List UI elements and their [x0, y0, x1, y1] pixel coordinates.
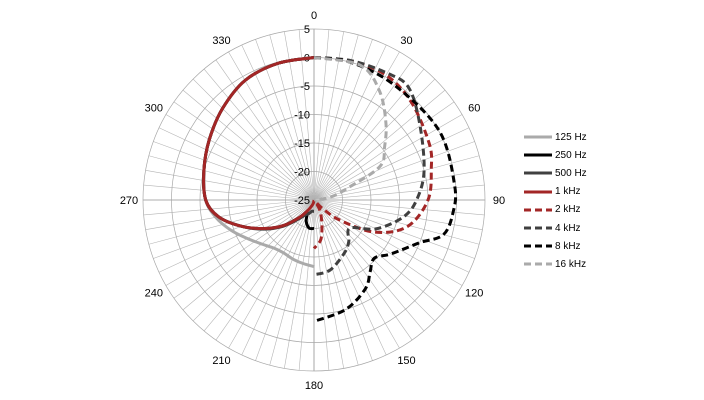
legend-item: 4 kHz: [523, 219, 587, 237]
legend-swatch: [524, 135, 552, 139]
legend-swatch: [524, 262, 552, 266]
legend-swatch: [524, 171, 552, 175]
series-lines: [202, 56, 458, 323]
angular-tick-label: 120: [465, 288, 483, 300]
radial-tick-labels: 50-5-10-15-20-25: [294, 24, 310, 207]
legend: 125 Hz 250 Hz 500 Hz 1 kHz 2 kHz 4 kHz 8 kHz 16…: [523, 128, 587, 274]
angular-tick-label: 0: [311, 10, 317, 22]
legend-label: 500 Hz: [555, 167, 587, 179]
series-line-16-khz: [313, 56, 388, 202]
angular-tick-labels: 0 30 60 90 120 150 180 210 240 270 300 330: [120, 10, 505, 392]
angular-tick-label: 270: [120, 195, 138, 207]
legend-label: 8 kHz: [555, 240, 581, 252]
angular-tick-label: 150: [397, 355, 415, 367]
angular-tick-label: 300: [145, 103, 163, 115]
angular-tick-label: 30: [400, 35, 412, 47]
legend-label: 4 kHz: [555, 222, 581, 234]
series-line-8-khz: [313, 56, 458, 323]
legend-label: 250 Hz: [555, 149, 587, 161]
legend-swatch: [524, 244, 552, 248]
legend-swatch: [524, 226, 552, 230]
angular-tick-label: 210: [212, 355, 230, 367]
angular-tick-label: 240: [145, 288, 163, 300]
angular-tick-label: 60: [468, 103, 480, 115]
legend-label: 2 kHz: [555, 204, 581, 216]
series-line-2-khz: [312, 56, 434, 250]
radial-tick-label: -5: [300, 81, 310, 93]
legend-label: 125 Hz: [555, 131, 587, 143]
grid-ring: [142, 28, 486, 372]
legend-item: 250 Hz: [523, 146, 587, 164]
legend-label: 16 kHz: [555, 258, 587, 270]
legend-item: 500 Hz: [523, 164, 587, 182]
radial-tick-label: -20: [294, 167, 310, 179]
legend-label: 1 kHz: [555, 186, 581, 198]
legend-item: 16 kHz: [523, 255, 587, 273]
angular-tick-label: 180: [305, 380, 323, 392]
legend-item: 2 kHz: [523, 201, 587, 219]
series-line-4-khz: [313, 56, 426, 277]
legend-item: 1 kHz: [523, 183, 587, 201]
radial-tick-label: -25: [294, 195, 310, 207]
series-line-1-khz: [202, 56, 316, 231]
angular-tick-label: 330: [212, 35, 230, 47]
grid-ring: [256, 142, 372, 258]
radial-tick-label: -15: [294, 138, 310, 150]
radial-tick-label: 5: [304, 24, 310, 36]
legend-swatch: [524, 208, 552, 212]
legend-item: 8 kHz: [523, 237, 587, 255]
legend-item: 125 Hz: [523, 128, 587, 146]
radial-tick-label: -10: [294, 110, 310, 122]
legend-swatch: [524, 153, 552, 157]
grid-ring: [228, 114, 400, 286]
legend-swatch: [524, 190, 552, 194]
angular-tick-label: 90: [493, 195, 505, 207]
